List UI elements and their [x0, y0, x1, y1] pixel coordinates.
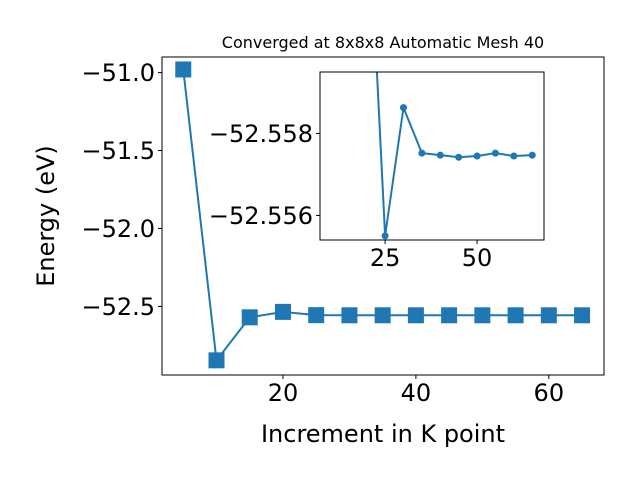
marker — [455, 153, 463, 161]
x-tick-label: 25 — [370, 244, 401, 272]
y-axis-label: Energy (eV) — [32, 145, 60, 287]
x-tick-label: 60 — [534, 379, 565, 407]
y-tick-label: −52.558 — [209, 120, 313, 148]
marker — [510, 152, 518, 160]
marker — [175, 61, 192, 78]
y-tick-label: −52.556 — [209, 202, 313, 230]
y-tick-label: −51.0 — [81, 59, 155, 87]
x-tick-label: 20 — [268, 379, 299, 407]
marker — [540, 307, 557, 324]
marker — [308, 307, 325, 324]
marker — [436, 151, 444, 159]
plot-area — [375, 72, 536, 240]
marker — [474, 307, 491, 324]
axes-frame — [161, 56, 605, 376]
y-tick-label: −52.5 — [81, 293, 155, 321]
x-axis-label: Increment in K point — [261, 420, 505, 448]
axes-background — [320, 72, 544, 240]
plot-area — [175, 61, 591, 369]
marker — [399, 104, 407, 112]
marker — [341, 307, 358, 324]
marker — [374, 307, 391, 324]
marker — [407, 307, 424, 324]
marker — [574, 307, 591, 324]
marker — [381, 232, 389, 240]
marker — [507, 307, 524, 324]
marker — [491, 149, 499, 157]
series-line — [375, 72, 533, 237]
y-tick-label: −51.5 — [81, 137, 155, 165]
y-tick-label: −52.0 — [81, 215, 155, 243]
marker — [473, 152, 481, 160]
marker — [441, 307, 458, 324]
marker — [208, 352, 225, 369]
chart-title: Converged at 8x8x8 Automatic Mesh 40 — [222, 33, 544, 52]
marker — [274, 303, 291, 320]
x-tick-label: 50 — [462, 244, 493, 272]
marker — [528, 151, 536, 159]
x-tick-label: 40 — [401, 379, 432, 407]
marker — [241, 309, 258, 326]
marker — [418, 149, 426, 157]
axes-frame — [319, 71, 545, 241]
